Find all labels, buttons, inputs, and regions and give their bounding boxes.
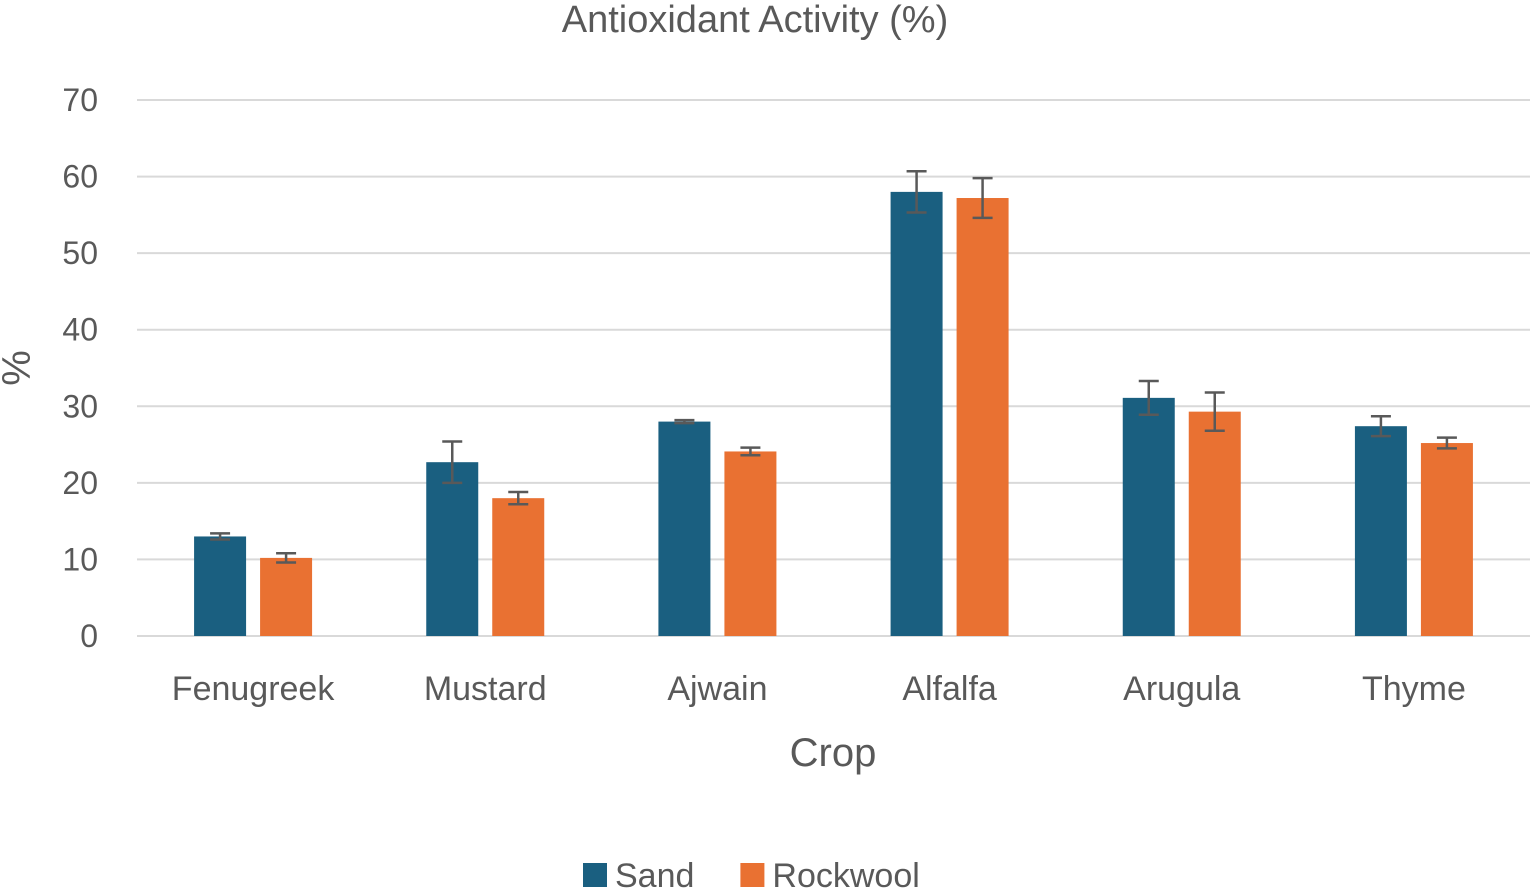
error-bar	[1436, 436, 1457, 450]
y-tick-label: 10	[62, 541, 98, 577]
bar-sand-thyme	[1354, 426, 1407, 636]
error-bar	[740, 446, 761, 457]
y-tick-label: 30	[62, 388, 98, 424]
y-tick-label: 70	[62, 82, 98, 118]
bar-rockwool-ajwain	[724, 451, 777, 636]
bar-rockwool-mustard	[492, 498, 545, 636]
y-tick-label: 20	[62, 465, 98, 501]
error-bar	[276, 552, 297, 564]
y-tick-label: 50	[62, 235, 98, 271]
legend-swatch-sand	[583, 863, 607, 887]
x-axis-categories: Fenugreek Mustard Ajwain Alfalfa Arugula Thym…	[172, 670, 1466, 708]
legend-swatch-rockwool	[740, 863, 765, 887]
bar-sand-mustard	[426, 462, 479, 636]
y-axis-title: %	[0, 350, 39, 386]
error-bar	[508, 490, 529, 506]
x-category-label: Alfalfa	[902, 670, 997, 708]
bar-rockwool-arugula	[1188, 411, 1241, 636]
bar-rockwool-thyme	[1420, 443, 1473, 636]
error-bar	[1138, 379, 1159, 416]
bar-sand-alfalfa	[890, 191, 943, 636]
y-tick-label: 0	[80, 618, 98, 654]
error-bar	[674, 418, 695, 425]
legend: Sand Rockwool	[583, 857, 920, 895]
x-category-label: Ajwain	[667, 670, 767, 708]
error-bar	[906, 169, 927, 214]
bar-rockwool-alfalfa	[956, 198, 1009, 637]
x-category-label: Arugula	[1123, 670, 1240, 708]
x-axis-title: Crop	[790, 731, 877, 775]
y-tick-label: 60	[62, 159, 98, 195]
x-category-label: Thyme	[1362, 670, 1466, 708]
bar-sand-arugula	[1122, 397, 1175, 636]
x-category-label: Mustard	[424, 670, 547, 708]
gridlines	[137, 99, 1530, 637]
error-bars	[210, 169, 1457, 564]
bar-sand-fenugreek	[194, 536, 247, 636]
error-bar	[210, 532, 231, 541]
legend-label-rockwool: Rockwool	[772, 857, 919, 895]
x-category-label: Fenugreek	[172, 670, 336, 708]
chart-title: Antioxidant Activity (%)	[562, 0, 948, 41]
legend-label-sand: Sand	[615, 857, 694, 895]
error-bar	[972, 176, 993, 220]
error-bar	[442, 440, 463, 485]
y-tick-label: 40	[62, 312, 98, 348]
bars	[194, 191, 1473, 637]
y-axis-ticks: 0 10 20 30 40 50 60 70	[62, 82, 98, 654]
bar-sand-ajwain	[658, 421, 711, 636]
error-bar	[1204, 391, 1225, 433]
error-bar	[1370, 414, 1391, 438]
bar-rockwool-fenugreek	[260, 557, 313, 636]
